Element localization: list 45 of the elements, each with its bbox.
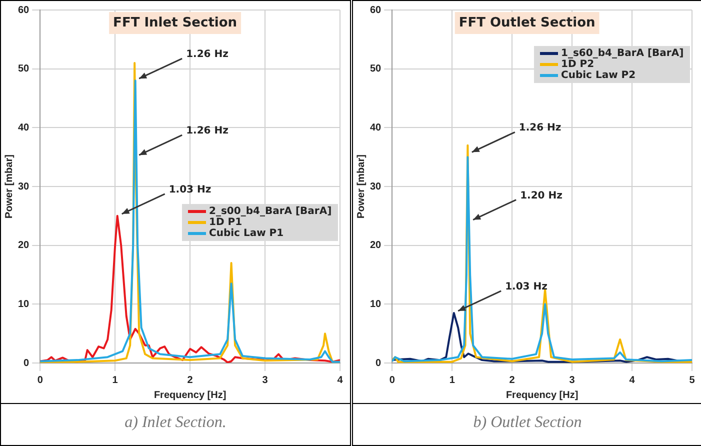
annotation: 1.26 Hz: [518, 122, 562, 134]
annotation: 1.03 Hz: [168, 184, 212, 196]
x-tick-label: 3: [569, 374, 576, 386]
y-tick-label: 10: [18, 298, 30, 310]
legend-label: 1D P2: [561, 59, 594, 70]
y-axis-title: Power [mbar]: [356, 154, 367, 218]
x-axis-title: Frequency [Hz]: [506, 390, 578, 401]
y-tick-label: 50: [370, 64, 382, 75]
x-tick-label: 1: [449, 374, 456, 386]
y-tick-label: 0: [376, 358, 382, 369]
chart-title: FFT Outlet Section: [458, 15, 596, 30]
x-tick-label: 4: [629, 374, 636, 386]
annotation: 1.20 Hz: [520, 190, 563, 202]
legend-label: Cubic Law P2: [561, 70, 636, 81]
x-axis-title: Frequency [Hz]: [154, 390, 226, 401]
text: a) Inlet Section.: [1, 403, 350, 444]
y-tick-label: 50: [18, 64, 30, 75]
annotation: 1.26 Hz: [186, 126, 229, 137]
x-tick-label: 0: [37, 374, 44, 386]
x-tick-label: 0: [389, 374, 396, 386]
text: b) Outlet Section: [353, 403, 701, 444]
annotation: 1.03 Hz: [505, 282, 548, 293]
legend-label: Cubic Law P1: [209, 228, 284, 240]
y-tick-label: 0: [24, 358, 30, 369]
y-tick-label: 30: [370, 181, 382, 192]
x-tick-label: 5: [689, 374, 696, 386]
y-tick-label: 40: [18, 122, 30, 134]
legend-label: 1_s60_b4_BarA [BarA]: [561, 48, 684, 59]
x-tick-label: 2: [509, 374, 516, 386]
y-tick-label: 60: [18, 4, 30, 16]
legend-label: 1D P1: [209, 217, 242, 228]
x-tick-label: 1: [112, 374, 118, 386]
y-axis-title: Power [mbar]: [4, 154, 15, 218]
x-tick-label: 4: [337, 374, 344, 386]
y-tick-label: 20: [370, 240, 382, 252]
x-tick-label: 2: [187, 374, 194, 386]
y-tick-label: 10: [370, 298, 382, 310]
x-tick-label: 3: [262, 374, 268, 386]
legend-label: 2_s00_b4_BarA [BarA]: [209, 206, 332, 218]
y-tick-label: 20: [18, 240, 30, 252]
y-tick-label: 40: [370, 122, 382, 134]
annotation: 1.26 Hz: [186, 49, 229, 60]
y-tick-label: 60: [370, 4, 382, 16]
chart-title: FFT Inlet Section: [113, 15, 238, 30]
y-tick-label: 30: [18, 181, 30, 192]
